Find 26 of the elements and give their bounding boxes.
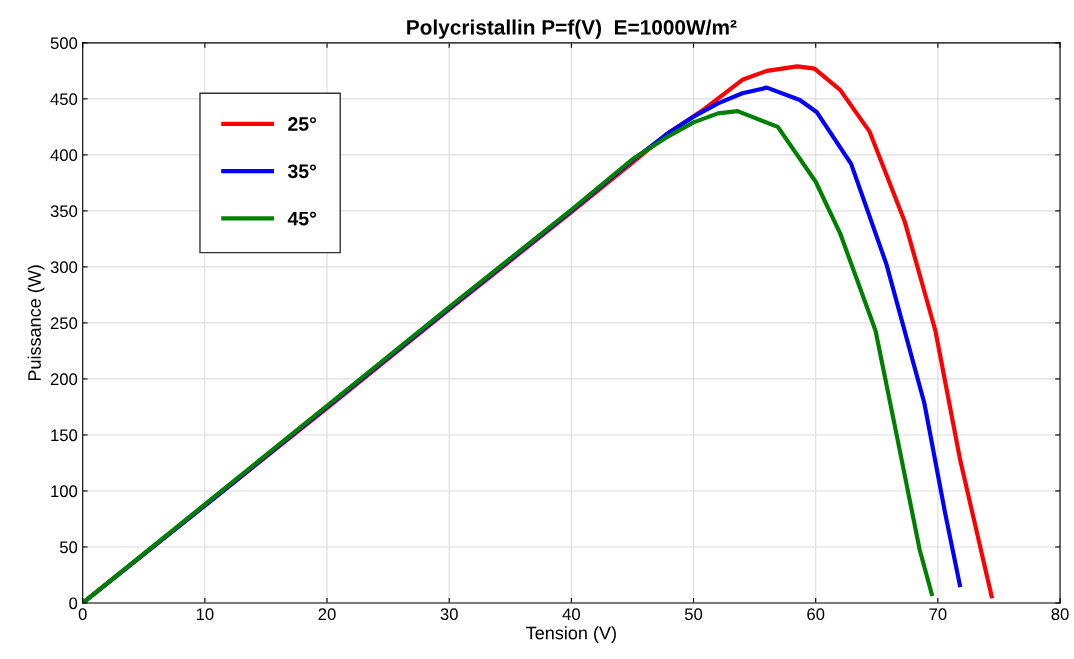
x-tick-label: 50	[684, 608, 703, 621]
x-tick-label: 80	[1051, 608, 1069, 621]
legend-label: 35°	[287, 164, 317, 179]
legend-label: 45°	[287, 211, 317, 226]
y-tick-label: 250	[50, 317, 78, 330]
x-tick-label: 30	[440, 608, 458, 621]
y-tick-label: 500	[50, 37, 78, 50]
y-tick-label: 200	[50, 373, 78, 386]
x-tick-label: 20	[318, 608, 336, 621]
y-tick-label: 0	[69, 597, 78, 610]
legend-label: 25°	[288, 117, 317, 131]
chart-title: Polycristallin P=f(V) E=1000W/m²	[407, 19, 737, 39]
x-axis-title: Tension (V)	[526, 626, 616, 643]
x-tick-label: 70	[929, 608, 947, 621]
y-tick-label: 350	[50, 205, 78, 218]
x-tick-label: 60	[807, 608, 825, 621]
y-tick-label: 300	[50, 261, 78, 274]
y-tick-label: 100	[51, 485, 78, 498]
x-tick-label: 10	[196, 608, 214, 621]
x-tick-label: 40	[562, 608, 580, 621]
y-tick-label: 450	[50, 93, 78, 106]
y-tick-label: 150	[51, 429, 78, 442]
y-tick-label: 400	[50, 149, 78, 162]
y-tick-label: 50	[59, 541, 78, 554]
y-axis-title: Puissance (W)	[27, 265, 45, 381]
x-tick-label: 0	[78, 608, 87, 621]
